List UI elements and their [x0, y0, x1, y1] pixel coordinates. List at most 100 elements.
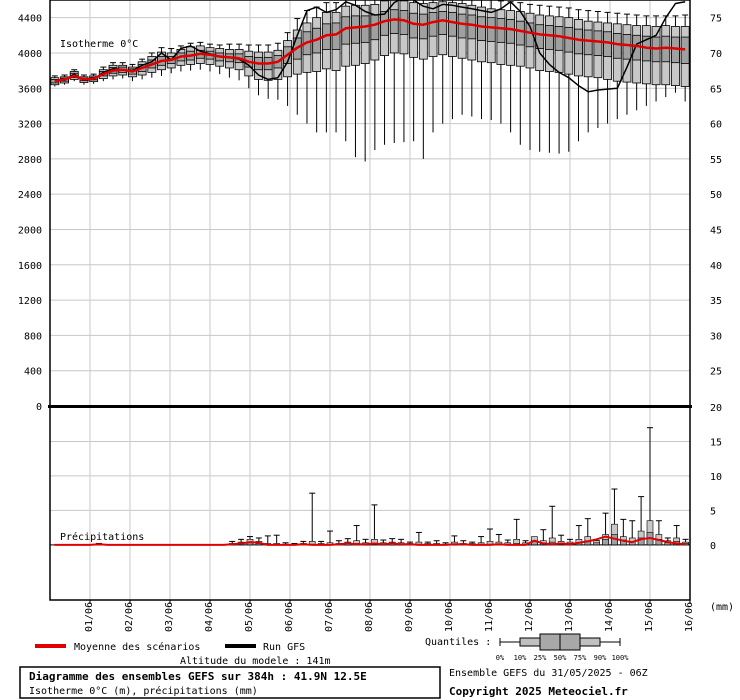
iso-box-inner [477, 16, 486, 42]
precip-tick-label: 5 [710, 506, 716, 517]
iso-box-inner [612, 33, 622, 59]
y-left-tick-label: 2000 [18, 225, 42, 236]
run-gfs-line [54, 0, 686, 93]
y-right-tick-label: 75 [710, 14, 722, 25]
quantiles-label: Quantiles : [425, 637, 491, 648]
x-tick-label: 03/06 [164, 602, 175, 632]
footer-run: Ensemble GEFS du 31/05/2025 - 06Z [449, 668, 648, 679]
y-left-tick-label: 4000 [18, 49, 42, 60]
y-left-tick-label: 3200 [18, 120, 42, 131]
precip-box-inner [637, 537, 645, 546]
iso-box-inner [428, 11, 438, 37]
iso-box-inner [438, 11, 448, 35]
y-right-tick-label: 35 [710, 296, 722, 307]
precip-box-inner [602, 539, 609, 546]
y-left-tick-label: 0 [36, 402, 42, 413]
iso-box-inner [544, 25, 554, 50]
iso-box-inner [448, 11, 457, 37]
iso-box-inner [593, 30, 603, 57]
y-left-tick-label: 400 [24, 367, 42, 378]
y-right-tick-label: 70 [710, 49, 722, 60]
precip-lines [54, 535, 686, 546]
x-tick-label: 09/06 [404, 602, 415, 632]
quantile-tick-label: 50% [554, 654, 567, 662]
precip-tick-label: 10 [710, 472, 722, 483]
iso-box-inner [583, 29, 593, 56]
x-tick-label: 13/06 [564, 602, 575, 632]
iso-box-inner [554, 26, 564, 51]
precip-panel-label: Précipitations [60, 531, 144, 543]
x-tick-label: 07/06 [324, 602, 335, 632]
precip-tick-label: 15 [710, 437, 722, 448]
iso-box-inner [351, 15, 360, 44]
x-tick-label: 11/06 [484, 602, 495, 632]
x-tick-label: 01/06 [84, 602, 95, 632]
iso-box-inner [370, 14, 380, 41]
footer-box [19, 666, 441, 699]
iso-box-inner [515, 20, 525, 46]
isotherm-panel-label: Isotherme 0°C [60, 39, 138, 50]
precip-box-inner [593, 542, 600, 546]
y-left-tick-label: 1600 [18, 261, 42, 272]
x-tick-label: 12/06 [524, 602, 535, 632]
iso-box-inner [622, 34, 632, 60]
x-tick-label: 04/06 [204, 602, 215, 632]
x-tick-label: 06/06 [284, 602, 295, 632]
iso-box-inner [506, 19, 516, 44]
y-right-tick-label: 60 [710, 120, 722, 131]
y-right-tick-label: 65 [710, 84, 722, 95]
axes [48, 0, 692, 604]
quantile-tick-label: 90% [594, 654, 607, 662]
iso-box-inner [467, 14, 477, 40]
precip-tick-label: 0 [710, 541, 716, 552]
x-tick-label: 05/06 [244, 602, 255, 632]
y-right-tick-label: 55 [710, 155, 722, 166]
y-right-tick-label: 40 [710, 261, 722, 272]
footer-copyright: Copyright 2025 Meteociel.fr [449, 685, 628, 698]
iso-box-inner [535, 24, 545, 49]
y-right-tick-label: 50 [710, 190, 722, 201]
iso-box-inner [360, 15, 370, 43]
x-tick-label: 02/06 [124, 602, 135, 632]
iso-box-inner [574, 28, 583, 55]
x-tick-label: 14/06 [604, 602, 615, 632]
tick-labels: 0400800120016002000240028003200360040004… [18, 14, 722, 632]
y-left-tick-label: 2800 [18, 155, 42, 166]
precip-unit-label: (mm) [710, 602, 734, 613]
iso-box-inner [496, 18, 506, 43]
legend-mean-label: Moyenne des scénarios [74, 641, 200, 653]
quantile-tick-label: 100% [612, 654, 630, 662]
quantile-tick-label: 0% [496, 654, 505, 662]
iso-box-inner [331, 22, 341, 50]
precip-gridlines [50, 406, 691, 600]
quantile-tick-label: 10% [514, 654, 527, 662]
precip-mean-line [54, 535, 686, 546]
isotherm-lines [54, 0, 686, 93]
iso-box-inner [680, 36, 690, 64]
ensemble-mean-line [54, 18, 686, 83]
footer-subtitle: Isotherme 0°C (m), précipitations (mm) [29, 685, 258, 697]
y-left-tick-label: 800 [24, 331, 42, 342]
y-left-tick-label: 1200 [18, 296, 42, 307]
legend-run-label: Run GFS [263, 642, 305, 653]
iso-box-inner [409, 12, 419, 39]
iso-box-inner [457, 13, 467, 39]
y-right-tick-label: 30 [710, 331, 722, 342]
y-left-tick-label: 3600 [18, 84, 42, 95]
y-right-tick-label: 45 [710, 225, 722, 236]
iso-box-inner [525, 22, 535, 48]
x-tick-label: 16/06 [684, 602, 695, 632]
iso-box-inner [418, 13, 428, 40]
y-right-tick-label: 25 [710, 367, 722, 378]
x-tick-label: 10/06 [444, 602, 455, 632]
quantiles-legend-box [499, 633, 621, 651]
iso-box-inner [389, 9, 399, 34]
footer-title: Diagramme des ensembles GEFS sur 384h : … [29, 670, 367, 683]
quantile-tick-label: 75% [574, 654, 587, 662]
y-left-tick-label: 4400 [18, 14, 42, 25]
altitude-label: Altitude du modele : 141m [180, 656, 331, 667]
iso-box-inner [486, 17, 496, 42]
precip-boxes [95, 427, 689, 546]
x-tick-label: 08/06 [364, 602, 375, 632]
